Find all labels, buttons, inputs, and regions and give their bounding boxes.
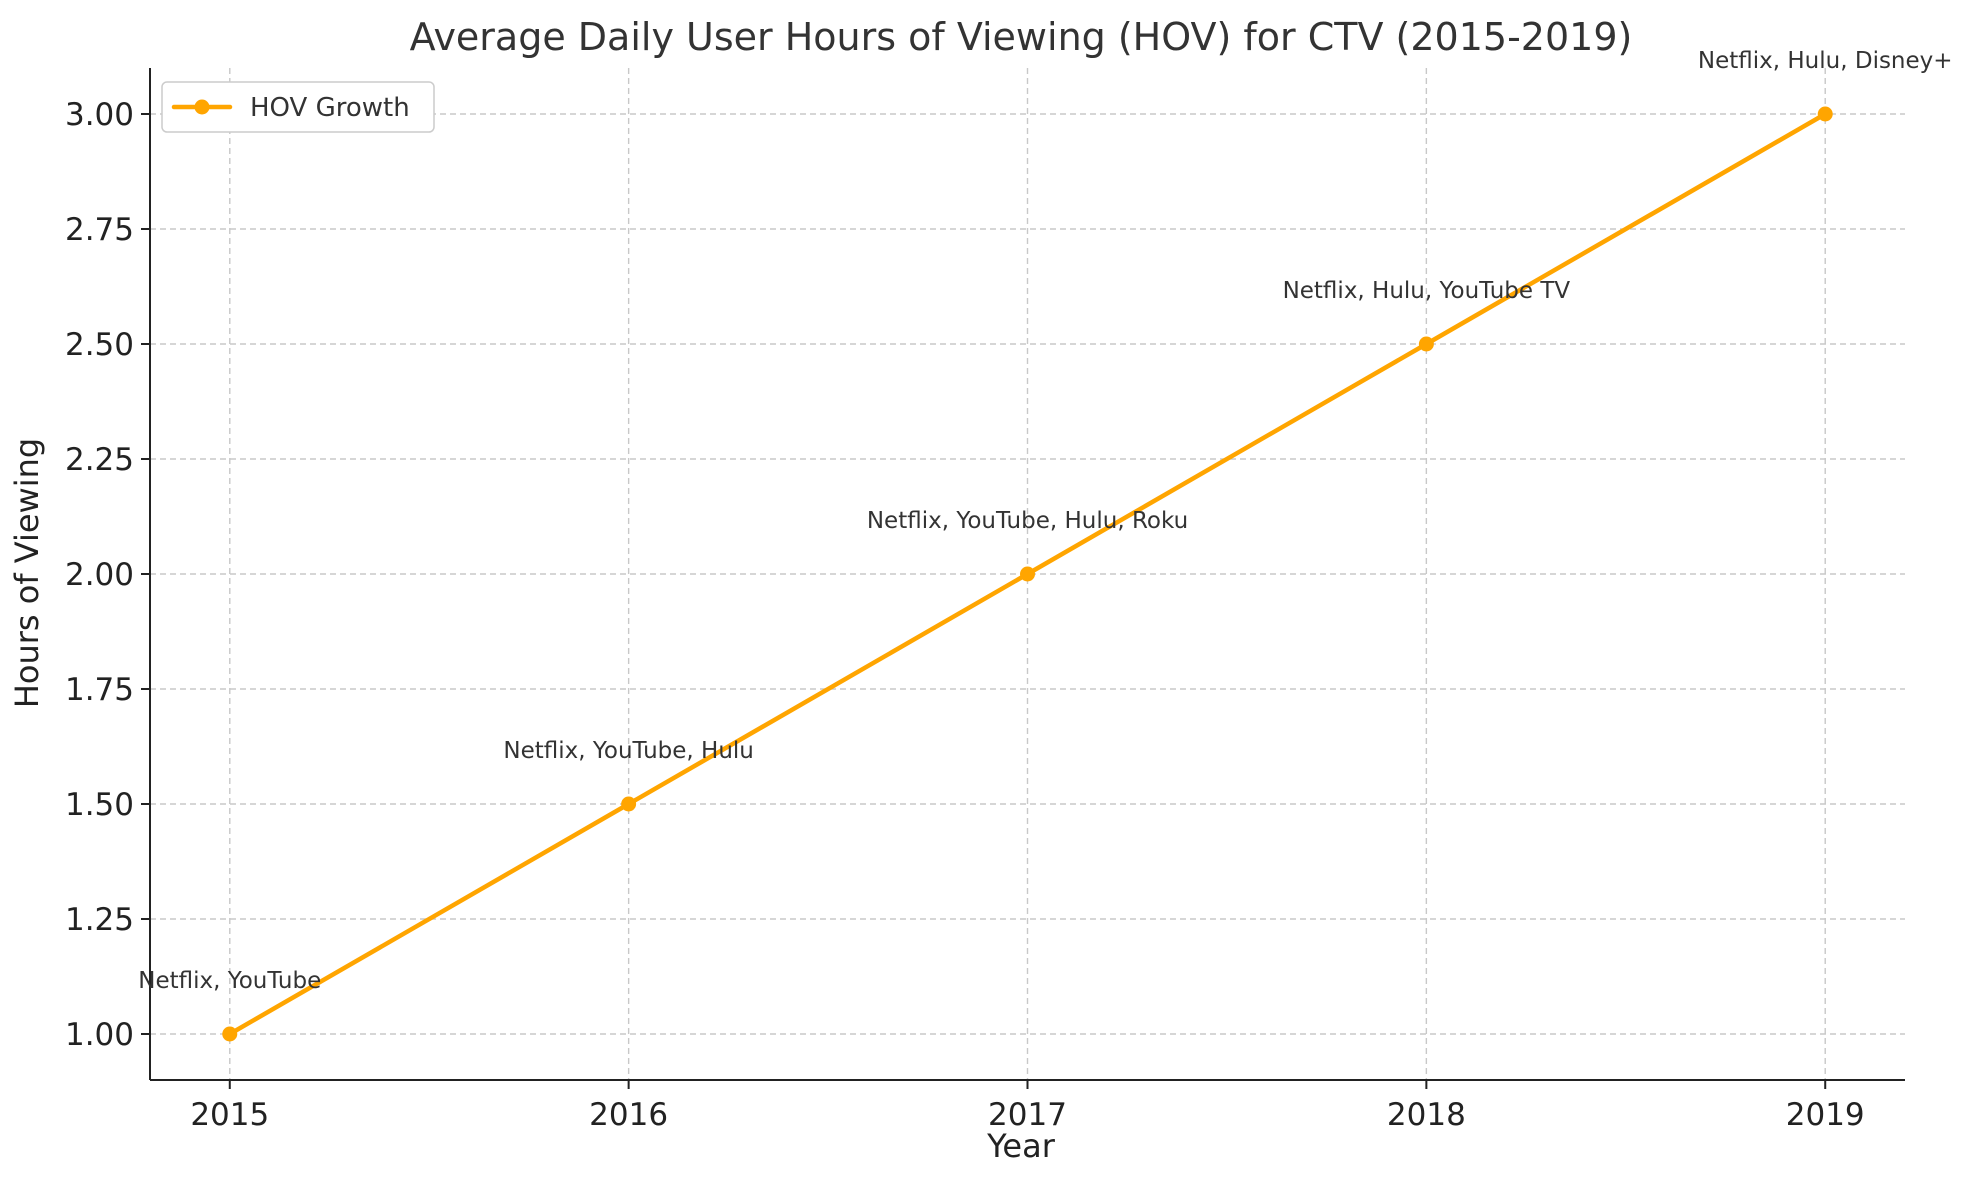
annotation-layer: Netflix, YouTube Netflix, YouTube, Hulu Ne…: [138, 48, 1952, 994]
data-point-marker: [621, 796, 637, 812]
data-point-marker: [1020, 566, 1035, 582]
point-annotation: Netflix, YouTube, Hulu, Roku: [867, 508, 1188, 534]
point-annotation: Netflix, Hulu, YouTube TV: [1283, 278, 1571, 304]
y-tick-label: 2.75: [65, 212, 134, 248]
ticks-layer: 2015 2016 2017 2018 2019 1.00 1.25 1.50 1.75 2.00…: [65, 97, 1865, 1133]
y-tick-label: 1.50: [65, 787, 134, 823]
data-point-marker: [1817, 106, 1833, 122]
legend: HOV Growth: [161, 81, 435, 133]
y-tick-label: 2.25: [65, 442, 134, 478]
series-layer: [222, 106, 1833, 1042]
y-tick-label: 1.75: [65, 672, 134, 708]
y-tick-label: 2.00: [65, 557, 134, 593]
x-tick-label: 2016: [589, 1097, 668, 1133]
legend-marker-swatch: [194, 99, 210, 115]
point-annotation: Netflix, YouTube, Hulu: [503, 738, 753, 764]
legend-box: [161, 81, 435, 133]
chart-title: Average Daily User Hours of Viewing (HOV…: [410, 15, 1633, 59]
grid-layer: [150, 68, 1905, 1080]
y-tick-label: 1.25: [65, 902, 134, 938]
point-annotation: Netflix, Hulu, Disney+: [1698, 48, 1953, 74]
data-point-marker: [1418, 336, 1434, 352]
y-tick-label: 3.00: [65, 97, 134, 133]
y-axis-label: Hours of Viewing: [8, 438, 46, 708]
y-tick-label: 2.50: [65, 327, 134, 363]
x-tick-label: 2015: [190, 1097, 269, 1133]
point-annotation: Netflix, YouTube: [138, 968, 321, 994]
legend-label: HOV Growth: [250, 93, 410, 123]
x-axis-label: Year: [986, 1127, 1056, 1165]
x-tick-label: 2019: [1786, 1097, 1865, 1133]
x-tick-label: 2018: [1387, 1097, 1466, 1133]
data-point-marker: [222, 1026, 238, 1042]
x-tick-label: 2017: [988, 1097, 1067, 1133]
y-tick-label: 1.00: [65, 1017, 134, 1053]
